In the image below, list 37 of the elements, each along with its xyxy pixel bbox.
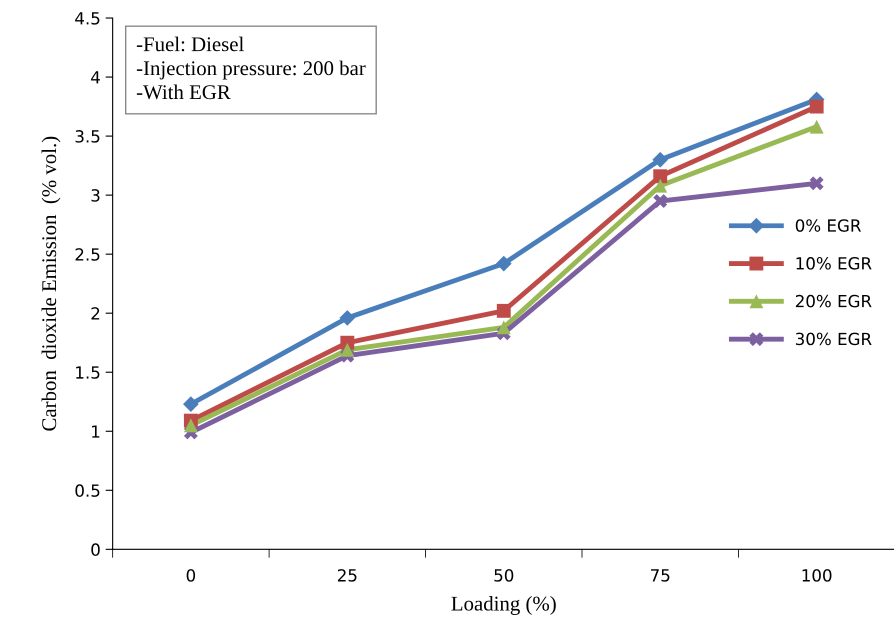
y-tick-label: 2.5 <box>76 248 100 261</box>
x-tick-label: 25 <box>338 569 356 582</box>
point <box>653 194 668 208</box>
point <box>810 120 824 134</box>
x-tick-label: 0 <box>186 569 196 582</box>
point <box>652 152 668 168</box>
x-tick-label: 100 <box>802 569 832 582</box>
point <box>339 310 356 326</box>
point <box>184 418 198 432</box>
legend-label: 10% EGR <box>796 257 872 270</box>
y-tick-label: 3.5 <box>76 130 100 143</box>
legend-label: 30% EGR <box>796 332 872 346</box>
annotation: -Injection pressure: 200 bar <box>136 60 366 80</box>
x-axis-title: Loading (%) <box>451 596 556 615</box>
y-tick-label: 3 <box>92 189 100 202</box>
point <box>810 100 824 114</box>
point <box>183 396 199 412</box>
legend-label: 0% EGR <box>796 219 861 232</box>
y-tick-label: 2 <box>91 307 100 320</box>
y-tick-label: 1.5 <box>76 366 100 379</box>
y-axis-title: Carbon dioxide Emission (% vol.) <box>42 136 60 431</box>
point <box>496 304 511 318</box>
point <box>496 256 512 272</box>
legend-label: 20% EGR <box>796 294 872 308</box>
point <box>653 169 668 184</box>
x-tick-label: 50 <box>494 569 514 582</box>
point <box>810 176 824 190</box>
y-tick-label: 0 <box>91 543 100 556</box>
x-tick-label: 75 <box>650 569 670 582</box>
y-tick-label: 0.5 <box>75 484 100 497</box>
y-tick-label: 4 <box>91 71 100 84</box>
annotation: -With EGR <box>136 84 231 100</box>
point <box>340 342 354 357</box>
y-tick-label: 1 <box>92 425 100 438</box>
y-tick-label: 4.5 <box>75 12 100 25</box>
point <box>496 320 511 334</box>
annotation: -Fuel: Diesel <box>136 36 244 52</box>
